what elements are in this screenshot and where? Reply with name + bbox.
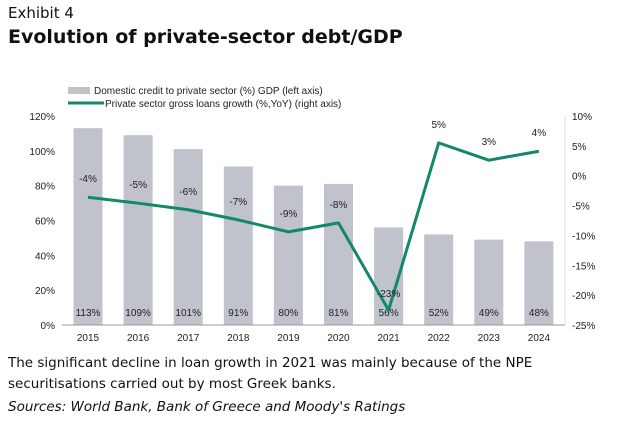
left-tick: 20% xyxy=(35,286,55,297)
x-tick-2021: 2021 xyxy=(377,333,400,344)
right-tick: -10% xyxy=(572,231,595,242)
bar-2019 xyxy=(273,185,303,325)
x-tick-2020: 2020 xyxy=(327,333,350,344)
bar-label-2022: 52% xyxy=(429,308,449,319)
x-tick-2022: 2022 xyxy=(428,333,451,344)
line-label-2016: -5% xyxy=(129,180,147,191)
bar-label-2018: 91% xyxy=(228,308,248,319)
sources: Sources: World Bank, Bank of Greece and … xyxy=(8,399,406,415)
bar-label-2019: 80% xyxy=(278,308,298,319)
right-tick: 10% xyxy=(572,112,592,123)
exhibit-label: Exhibit 4 xyxy=(8,4,74,22)
left-tick: 40% xyxy=(35,251,55,262)
x-tick-2018: 2018 xyxy=(227,333,250,344)
bar-label-2024: 48% xyxy=(529,308,549,319)
chart: Domestic credit to private sector (%) GD… xyxy=(29,86,595,344)
x-tick-2016: 2016 xyxy=(127,333,150,344)
line-label-2021: -23% xyxy=(377,289,400,300)
x-tick-2015: 2015 xyxy=(77,333,100,344)
line-label-2022: 5% xyxy=(431,120,446,131)
right-tick: -5% xyxy=(572,202,590,213)
line-label-2023: 3% xyxy=(482,137,497,148)
bar-label-2015: 113% xyxy=(76,308,101,319)
caption: The significant decline in loan growth i… xyxy=(8,355,533,392)
right-tick: -20% xyxy=(572,291,595,302)
bar-2023 xyxy=(474,239,504,325)
x-tick-2017: 2017 xyxy=(177,333,200,344)
line-label-2017: -6% xyxy=(179,187,197,198)
left-tick: 0% xyxy=(41,321,56,332)
bar-2022 xyxy=(424,234,454,325)
bar-2017 xyxy=(173,149,203,325)
right-tick: 5% xyxy=(572,142,587,153)
line-label-2015: -4% xyxy=(79,174,97,185)
right-tick: -15% xyxy=(572,261,595,272)
left-tick: 80% xyxy=(35,182,55,193)
left-tick: 60% xyxy=(35,217,55,228)
legend-bar-swatch xyxy=(68,87,90,94)
bar-2024 xyxy=(524,241,554,325)
bar-label-2016: 109% xyxy=(125,308,151,319)
left-tick: 120% xyxy=(29,112,55,123)
bar-2020 xyxy=(324,183,353,325)
bar-2016 xyxy=(123,135,153,325)
chart-title: Evolution of private-sector debt/GDP xyxy=(8,26,403,48)
bar-label-2020: 81% xyxy=(328,308,348,319)
x-tick-2023: 2023 xyxy=(478,333,501,344)
bar-label-2021: 56% xyxy=(379,308,399,319)
line-label-2018: -7% xyxy=(229,197,247,208)
bar-label-2017: 101% xyxy=(175,308,201,319)
bar-label-2023: 49% xyxy=(479,308,499,319)
bar-2015 xyxy=(73,128,103,325)
line-label-2019: -9% xyxy=(280,209,298,220)
x-tick-2024: 2024 xyxy=(528,333,551,344)
legend-bar-label: Domestic credit to private sector (%) GD… xyxy=(94,86,323,97)
right-tick: -25% xyxy=(572,321,595,332)
left-tick: 100% xyxy=(29,147,55,158)
x-tick-2019: 2019 xyxy=(277,333,300,344)
loan-growth-line xyxy=(87,141,540,312)
line-label-2020: -8% xyxy=(330,200,348,211)
bar-2018 xyxy=(223,166,253,325)
legend-line-label: Private sector gross loans growth (%,YoY… xyxy=(105,99,341,110)
right-tick: 0% xyxy=(572,172,587,183)
line-label-2024: 4% xyxy=(532,128,547,139)
